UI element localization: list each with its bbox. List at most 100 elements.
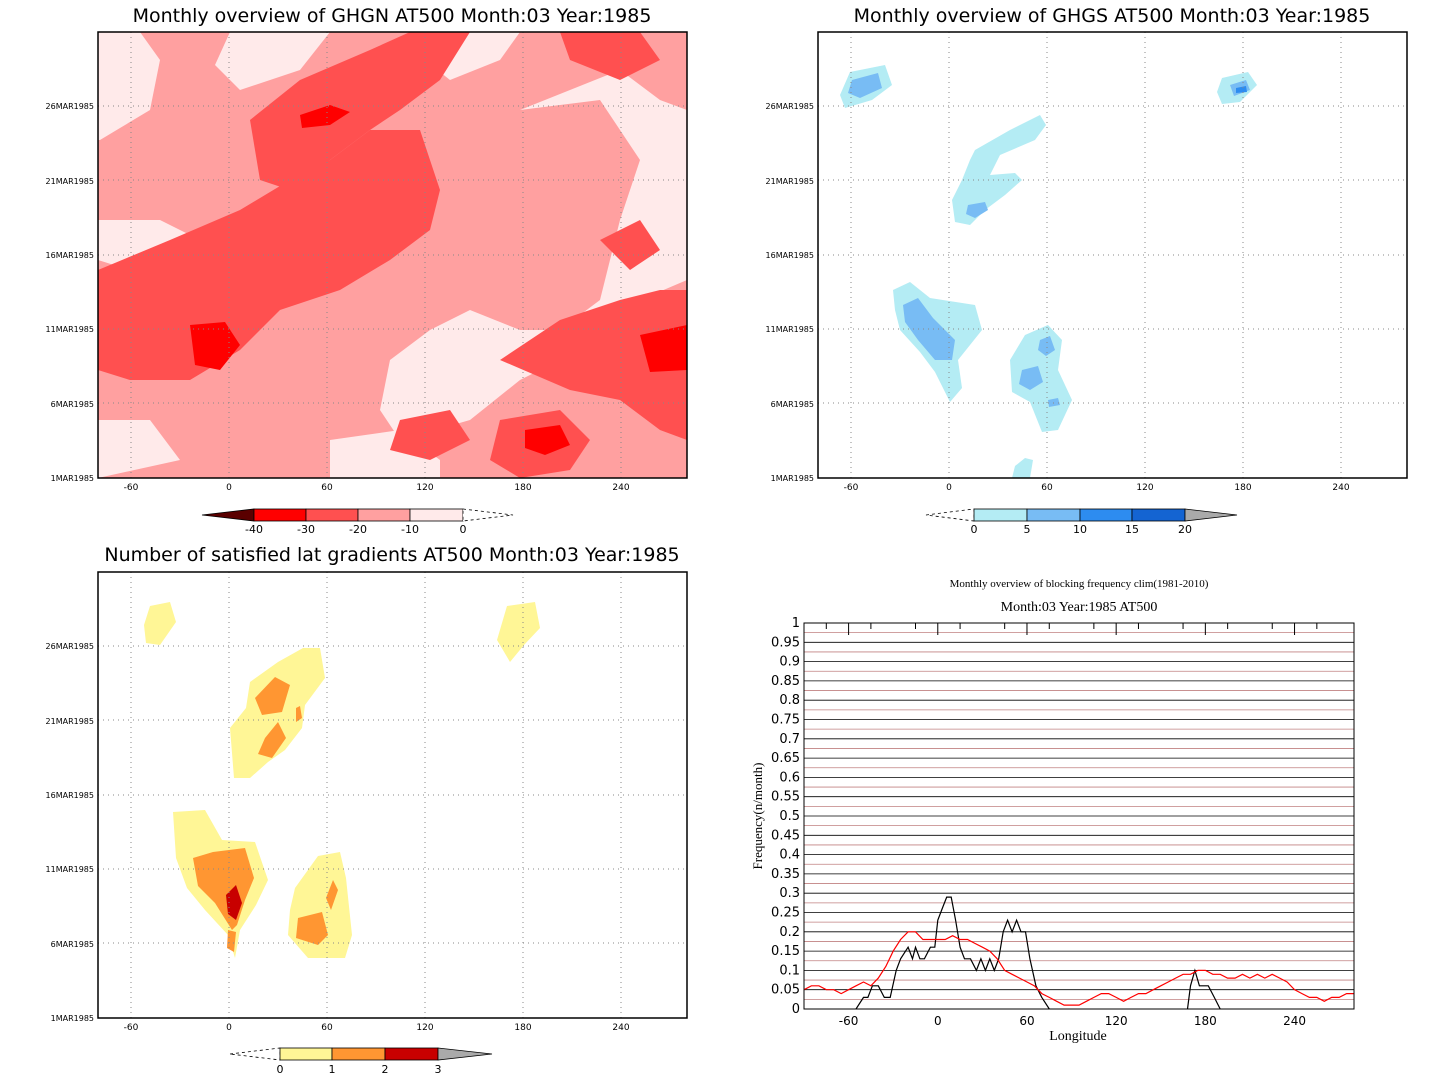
freq-x-tick: 240 [1283, 1014, 1306, 1028]
y-tick: 11MAR1985 [46, 325, 94, 334]
colorbar-swatch [1184, 508, 1238, 522]
y-tick: 11MAR1985 [46, 865, 94, 874]
freq-y-tick: 0.25 [771, 906, 800, 921]
colorbar-label: 0 [460, 523, 467, 536]
y-tick: 26MAR1985 [46, 642, 94, 651]
x-tick: 0 [946, 483, 952, 493]
ghgs-frame [817, 31, 1408, 479]
freq-x-tick: 180 [1194, 1014, 1217, 1028]
x-tick: 180 [1234, 483, 1251, 493]
freq-y-tick: 0.15 [771, 944, 800, 959]
freq-series [804, 896, 1354, 1009]
freq-ylabel: Frequency(n/month) [750, 763, 765, 870]
x-tick: 180 [514, 483, 531, 493]
y-tick: 16MAR1985 [46, 791, 94, 800]
ghgs-x-ticks: -60 0 60 120 180 240 [844, 483, 1350, 493]
colorbar-label: 15 [1125, 523, 1139, 536]
colorbar-label: 0 [971, 523, 978, 536]
freq-y-tick: 0.9 [779, 655, 800, 670]
y-tick: 26MAR1985 [46, 102, 94, 111]
colorbar-label: 10 [1073, 523, 1087, 536]
ghgs-title: Monthly overview of GHGS AT500 Month:03 … [854, 5, 1371, 27]
colorbar-label: 5 [1024, 523, 1031, 536]
x-tick: 60 [321, 483, 333, 493]
freq-grid [804, 622, 1354, 1010]
y-tick: 21MAR1985 [46, 177, 94, 186]
freq-frame [803, 622, 1355, 1010]
colorbar-swatch [305, 508, 359, 522]
x-tick: 120 [416, 1023, 433, 1033]
x-tick: -60 [124, 1023, 139, 1033]
y-tick: 26MAR1985 [766, 102, 814, 111]
y-tick: 21MAR1985 [766, 177, 814, 186]
y-tick: 11MAR1985 [766, 325, 814, 334]
colorbar-label: 3 [435, 1063, 442, 1076]
colorbar-swatch [279, 1047, 333, 1061]
colorbar-swatch [201, 508, 255, 522]
freq-x-tick: 120 [1105, 1014, 1128, 1028]
grad-x-ticks: -60 0 60 120 180 240 [124, 1023, 630, 1033]
freq-y-tick: 0.55 [771, 790, 800, 805]
ghgn-y-ticks: 1MAR1985 6MAR1985 11MAR1985 16MAR1985 21… [46, 102, 94, 483]
y-tick: 6MAR1985 [771, 400, 814, 409]
ghgs-panel: Monthly overview of GHGS AT500 Month:03 … [766, 5, 1408, 536]
colorbar-swatch [409, 508, 464, 522]
grad-colorbar: 0 1 2 3 [229, 1047, 493, 1076]
freq-y-tick: 0.85 [771, 674, 800, 689]
colorbar-label: 20 [1178, 523, 1192, 536]
freq-y-tick: 0.75 [771, 713, 800, 728]
freq-y-tick: 1 [792, 616, 800, 631]
freq-y-tick: 0.1 [779, 963, 800, 978]
freq-y-tick: 0.4 [779, 848, 800, 863]
ghgs-y-ticks: 1MAR1985 6MAR1985 11MAR1985 16MAR1985 21… [766, 102, 814, 483]
freq-y-tick: 0.6 [779, 770, 800, 785]
freq-y-tick: 0.05 [771, 983, 800, 998]
colorbar-label: -30 [297, 523, 315, 536]
grad-y-ticks: 1MAR1985 6MAR1985 11MAR1985 16MAR1985 21… [46, 642, 94, 1023]
y-tick: 16MAR1985 [46, 251, 94, 260]
y-tick: 21MAR1985 [46, 717, 94, 726]
ghgn-panel: Monthly overview of GHGN AT500 Month:03 … [46, 5, 688, 536]
colorbar-swatch [973, 508, 1028, 522]
freq-y-tick: 0.7 [779, 732, 800, 747]
ghgn-x-ticks: -60 0 60 120 180 240 [124, 483, 630, 493]
ghgn-title: Monthly overview of GHGN AT500 Month:03 … [133, 5, 652, 27]
x-tick: 0 [226, 483, 232, 493]
colorbar-swatch [253, 508, 307, 522]
colorbar-swatch [331, 1047, 386, 1061]
y-tick: 1MAR1985 [771, 474, 814, 483]
y-tick: 16MAR1985 [766, 251, 814, 260]
x-tick: 240 [1332, 483, 1349, 493]
colorbar-swatch [925, 508, 975, 522]
colorbar-swatch [357, 508, 411, 522]
x-tick: 240 [612, 483, 629, 493]
freq-y-tick: 0.45 [771, 828, 800, 843]
colorbar-label: -20 [349, 523, 367, 536]
ghgs-field [840, 65, 1257, 478]
grad-grid [98, 572, 687, 1018]
freq-panel: Monthly overview of blocking frequency c… [750, 578, 1355, 1044]
freq-series-line-0 [855, 896, 1221, 1009]
freq-xlabel: Longitude [1049, 1029, 1107, 1044]
y-tick: 6MAR1985 [51, 940, 94, 949]
freq-y-tick: 0.35 [771, 867, 800, 882]
freq-y-ticks: 0 0.05 0.1 0.15 0.2 0.25 0.3 0.35 0.4 0.45 0.5 0.55… [771, 616, 800, 1017]
x-tick: 60 [321, 1023, 333, 1033]
colorbar-label: -10 [401, 523, 419, 536]
freq-title: Monthly overview of blocking frequency c… [950, 578, 1209, 590]
x-tick: 240 [612, 1023, 629, 1033]
grad-title: Number of satisfied lat gradients AT500 … [104, 544, 679, 566]
colorbar-label: 2 [382, 1063, 389, 1076]
ghgn-grid [98, 32, 687, 478]
freq-y-tick: 0.8 [779, 693, 800, 708]
ghgn-colorbar: -40 -30 -20 -10 0 [201, 508, 514, 536]
x-tick: 120 [416, 483, 433, 493]
freq-y-tick: 0.95 [771, 635, 800, 650]
colorbar-label: 0 [277, 1063, 284, 1076]
freq-x-tick: -60 [839, 1014, 859, 1028]
grad-panel: Number of satisfied lat gradients AT500 … [46, 544, 688, 1076]
colorbar-swatch [1079, 508, 1133, 522]
freq-y-tick: 0.65 [771, 751, 800, 766]
colorbar-swatch [1131, 508, 1186, 522]
